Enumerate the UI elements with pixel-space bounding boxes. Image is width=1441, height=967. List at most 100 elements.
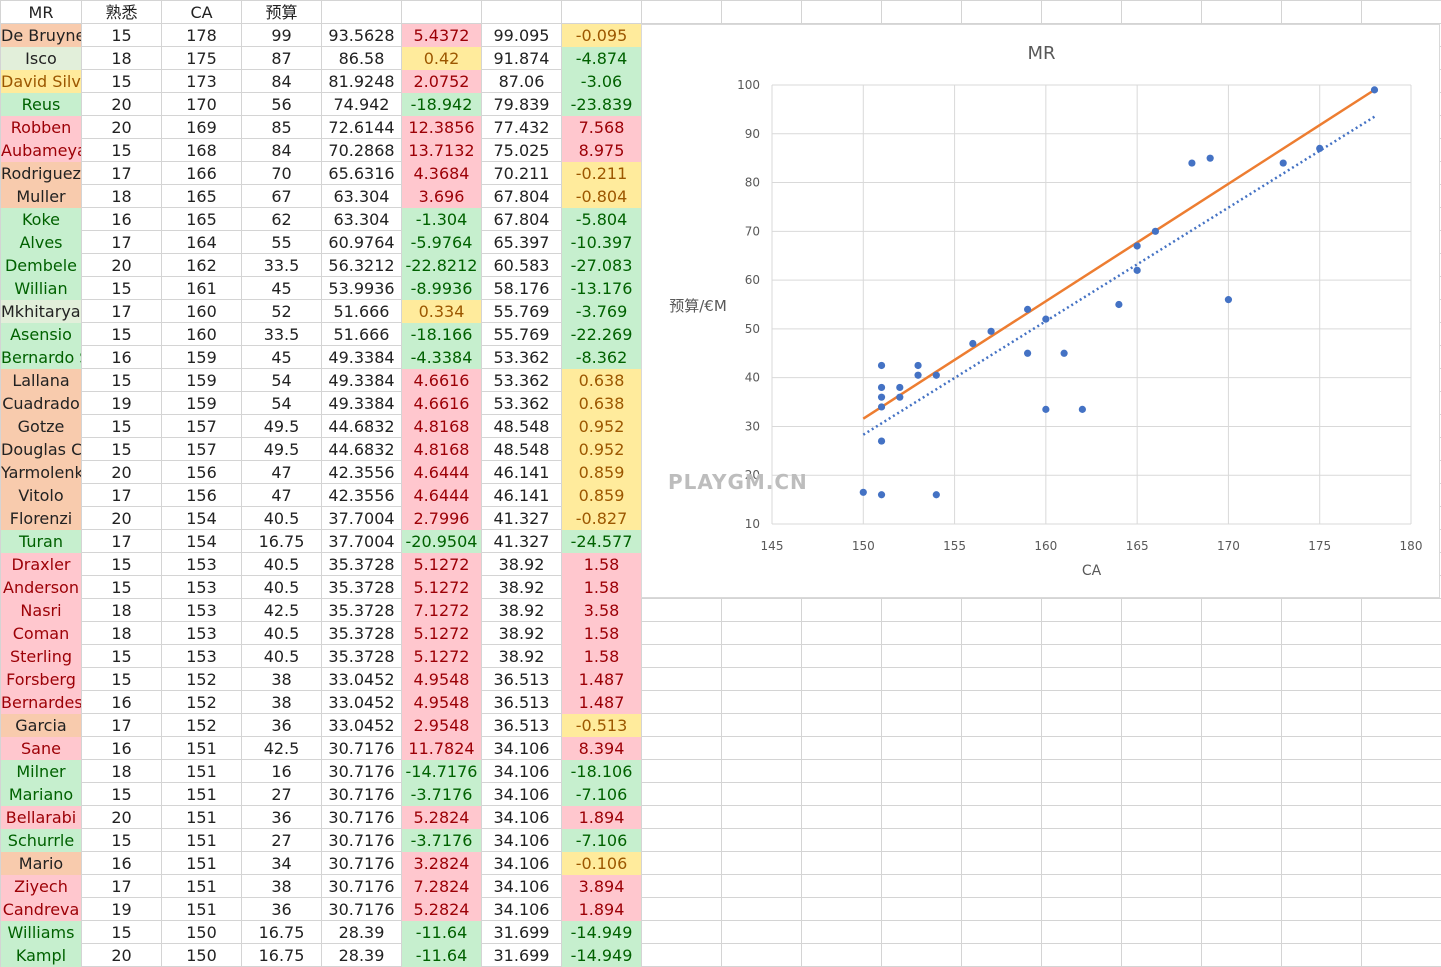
- predicted-cell[interactable]: 28.39: [338, 923, 385, 942]
- familiarity-cell[interactable]: 17: [111, 486, 132, 505]
- difference2-cell[interactable]: 1.894: [562, 806, 641, 829]
- familiarity-cell[interactable]: 18: [111, 624, 132, 643]
- familiarity-cell[interactable]: 20: [111, 946, 132, 965]
- predicted-cell[interactable]: 35.3728: [328, 578, 395, 597]
- player-name-cell[interactable]: Alves: [1, 231, 81, 254]
- difference-cell[interactable]: 2.9548: [402, 714, 481, 737]
- budget-cell[interactable]: 16.75: [258, 946, 305, 965]
- budget-cell[interactable]: 54: [271, 371, 292, 390]
- ca-cell[interactable]: 160: [186, 302, 217, 321]
- difference2-cell[interactable]: -22.269: [562, 323, 641, 346]
- predicted-cell[interactable]: 74.942: [333, 95, 390, 114]
- predicted-cell[interactable]: 53.9936: [328, 279, 395, 298]
- predicted-cell[interactable]: 35.3728: [328, 647, 395, 666]
- ca-cell[interactable]: 151: [186, 762, 217, 781]
- value-cell[interactable]: 87.06: [498, 72, 545, 91]
- value-cell[interactable]: 38.92: [498, 624, 545, 643]
- ca-cell[interactable]: 154: [186, 509, 217, 528]
- difference-cell[interactable]: 13.7132: [402, 139, 481, 162]
- budget-cell[interactable]: 27: [271, 831, 292, 850]
- ca-cell[interactable]: 153: [186, 601, 217, 620]
- ca-cell[interactable]: 151: [186, 854, 217, 873]
- difference2-cell[interactable]: 1.487: [562, 668, 641, 691]
- difference2-cell[interactable]: 1.58: [562, 622, 641, 645]
- budget-cell[interactable]: 62: [271, 210, 292, 229]
- value-cell[interactable]: 34.106: [493, 854, 550, 873]
- difference-cell[interactable]: 4.6616: [402, 369, 481, 392]
- player-name-cell[interactable]: Florenzi: [1, 507, 81, 530]
- difference2-cell[interactable]: 1.58: [562, 553, 641, 576]
- value-cell[interactable]: 34.106: [493, 762, 550, 781]
- familiarity-cell[interactable]: 17: [111, 302, 132, 321]
- player-name-cell[interactable]: Yarmolenko: [1, 461, 81, 484]
- difference-cell[interactable]: 5.4372: [402, 24, 481, 47]
- difference-cell[interactable]: -3.7176: [402, 783, 481, 806]
- value-cell[interactable]: 36.513: [493, 716, 550, 735]
- value-cell[interactable]: 53.362: [493, 348, 550, 367]
- familiarity-cell[interactable]: 15: [111, 670, 132, 689]
- predicted-cell[interactable]: 35.3728: [328, 601, 395, 620]
- value-cell[interactable]: 55.769: [493, 325, 550, 344]
- value-cell[interactable]: 34.106: [493, 808, 550, 827]
- difference-cell[interactable]: -18.942: [402, 93, 481, 116]
- ca-cell[interactable]: 156: [186, 463, 217, 482]
- predicted-cell[interactable]: 30.7176: [328, 762, 395, 781]
- ca-cell[interactable]: 157: [186, 440, 217, 459]
- familiarity-cell[interactable]: 19: [111, 900, 132, 919]
- ca-cell[interactable]: 166: [186, 164, 217, 183]
- ca-cell[interactable]: 173: [186, 72, 217, 91]
- predicted-cell[interactable]: 37.7004: [328, 532, 395, 551]
- ca-cell[interactable]: 169: [186, 118, 217, 137]
- predicted-cell[interactable]: 51.666: [333, 302, 390, 321]
- predicted-cell[interactable]: 33.0452: [328, 716, 395, 735]
- header-cell[interactable]: MR: [28, 3, 54, 22]
- player-name-cell[interactable]: Willian: [1, 277, 81, 300]
- familiarity-cell[interactable]: 17: [111, 233, 132, 252]
- budget-cell[interactable]: 45: [271, 348, 292, 367]
- familiarity-cell[interactable]: 18: [111, 187, 132, 206]
- difference2-cell[interactable]: -7.106: [562, 829, 641, 852]
- player-name-cell[interactable]: Forsberg: [1, 668, 81, 691]
- budget-cell[interactable]: 85: [271, 118, 292, 137]
- difference-cell[interactable]: 3.696: [402, 185, 481, 208]
- difference-cell[interactable]: -8.9936: [402, 277, 481, 300]
- familiarity-cell[interactable]: 20: [111, 118, 132, 137]
- budget-cell[interactable]: 33.5: [263, 325, 300, 344]
- budget-cell[interactable]: 70: [271, 164, 292, 183]
- familiarity-cell[interactable]: 17: [111, 164, 132, 183]
- value-cell[interactable]: 67.804: [493, 187, 550, 206]
- difference2-cell[interactable]: 3.894: [562, 875, 641, 898]
- player-name-cell[interactable]: Aubameyang: [1, 139, 81, 162]
- difference-cell[interactable]: 0.42: [402, 47, 481, 70]
- ca-cell[interactable]: 170: [186, 95, 217, 114]
- budget-cell[interactable]: 40.5: [263, 578, 300, 597]
- difference2-cell[interactable]: -0.095: [562, 24, 641, 47]
- predicted-cell[interactable]: 81.9248: [328, 72, 395, 91]
- familiarity-cell[interactable]: 20: [111, 808, 132, 827]
- difference-cell[interactable]: 5.2824: [402, 898, 481, 921]
- predicted-cell[interactable]: 30.7176: [328, 739, 395, 758]
- player-name-cell[interactable]: Williams: [1, 921, 81, 944]
- value-cell[interactable]: 34.106: [493, 877, 550, 896]
- value-cell[interactable]: 67.804: [493, 210, 550, 229]
- difference2-cell[interactable]: 0.638: [562, 369, 641, 392]
- budget-cell[interactable]: 40.5: [263, 555, 300, 574]
- difference-cell[interactable]: 4.9548: [402, 691, 481, 714]
- familiarity-cell[interactable]: 20: [111, 509, 132, 528]
- familiarity-cell[interactable]: 16: [111, 693, 132, 712]
- player-name-cell[interactable]: Garcia: [1, 714, 81, 737]
- difference2-cell[interactable]: 7.568: [562, 116, 641, 139]
- predicted-cell[interactable]: 42.3556: [328, 486, 395, 505]
- difference2-cell[interactable]: -14.949: [562, 921, 641, 944]
- predicted-cell[interactable]: 28.39: [338, 946, 385, 965]
- difference-cell[interactable]: 5.1272: [402, 645, 481, 668]
- value-cell[interactable]: 46.141: [493, 486, 550, 505]
- predicted-cell[interactable]: 49.3384: [328, 371, 395, 390]
- ca-cell[interactable]: 165: [186, 187, 217, 206]
- difference2-cell[interactable]: 1.894: [562, 898, 641, 921]
- budget-cell[interactable]: 36: [271, 900, 292, 919]
- value-cell[interactable]: 38.92: [498, 578, 545, 597]
- ca-cell[interactable]: 156: [186, 486, 217, 505]
- header-cell[interactable]: 熟悉: [105, 3, 138, 22]
- ca-cell[interactable]: 164: [186, 233, 217, 252]
